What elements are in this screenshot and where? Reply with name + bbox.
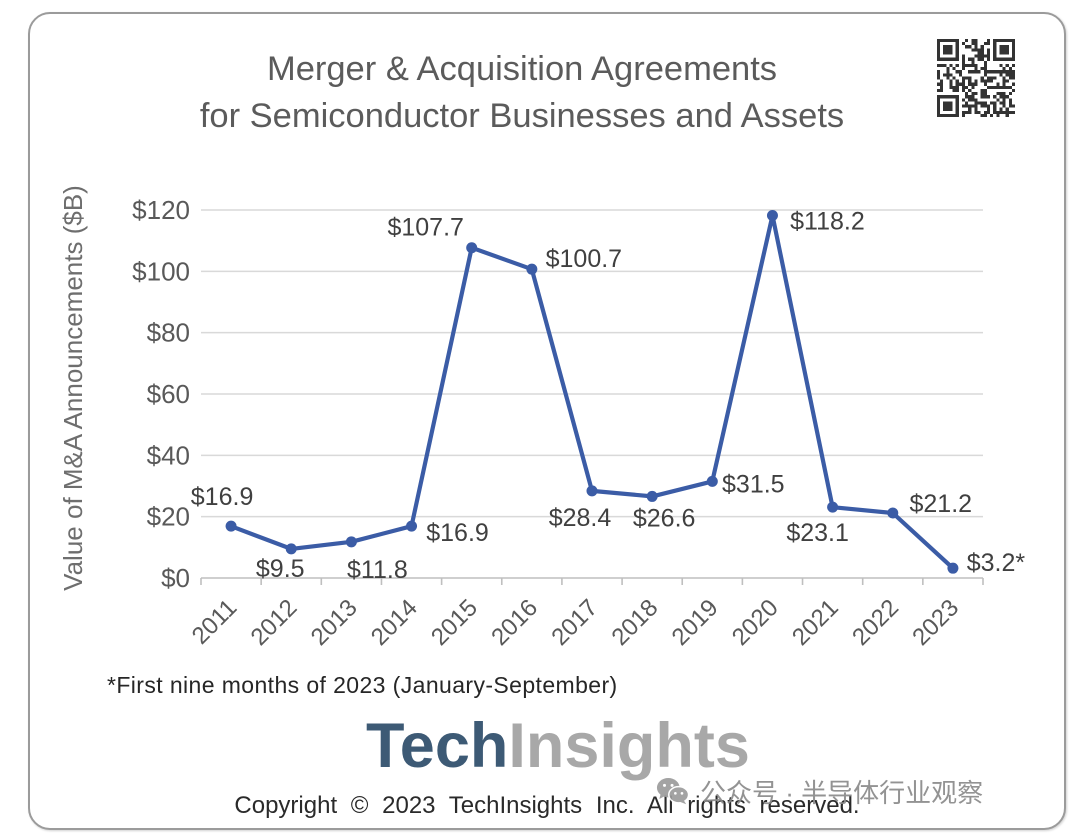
data-point — [225, 520, 237, 532]
x-tick-label: 2020 — [727, 594, 784, 651]
x-tick-label: 2021 — [787, 594, 844, 651]
x-tick-label: 2016 — [486, 594, 543, 651]
data-label: $21.2 — [909, 490, 972, 518]
data-label: $11.8 — [347, 556, 408, 584]
data-point — [827, 501, 839, 513]
data-label: $16.9 — [426, 519, 489, 547]
data-point — [766, 210, 778, 222]
qr-code-icon — [937, 39, 1015, 117]
y-tick-label: $0 — [161, 563, 190, 593]
y-tick-label: $20 — [147, 502, 190, 532]
watermark: 公众号 · 半导体行业观察 — [656, 774, 1070, 808]
data-point — [947, 562, 959, 574]
data-label: $107.7 — [387, 214, 463, 242]
data-label: $26.6 — [633, 504, 696, 532]
logo-insights-text: Insights — [508, 711, 750, 781]
data-label: $23.1 — [786, 519, 849, 547]
data-point — [345, 536, 357, 548]
x-tick-label: 2022 — [847, 594, 904, 651]
data-label: $100.7 — [546, 245, 622, 273]
x-tick-label: 2023 — [907, 594, 964, 651]
x-tick-label: 2018 — [607, 594, 664, 651]
data-point — [466, 242, 478, 254]
techinsights-logo: TechInsights — [366, 711, 750, 781]
y-tick-label: $60 — [147, 379, 190, 409]
chart-title: Merger & Acquisition Agreements for Semi… — [199, 50, 845, 135]
data-label: $31.5 — [722, 470, 785, 498]
data-label: $28.4 — [549, 504, 612, 532]
copyright-notice: Copyright © 2023 TechInsights Inc. All r… — [234, 792, 860, 819]
wechat-icon — [656, 778, 690, 805]
y-axis-label: Value of M&A Announcements ($B) — [58, 185, 88, 591]
x-tick-label: 2013 — [306, 594, 363, 651]
y-tick-label: $120 — [132, 195, 190, 225]
chart-footnote: *First nine months of 2023 (January-Sept… — [107, 672, 618, 698]
logo-tech-text: Tech — [366, 711, 509, 781]
data-label: $16.9 — [191, 483, 254, 511]
x-tick-label: 2014 — [366, 594, 423, 651]
y-tick-label: $40 — [147, 440, 190, 470]
data-point — [586, 485, 598, 497]
data-point — [706, 475, 718, 487]
data-label: $118.2 — [790, 208, 865, 236]
x-tick-label: 2011 — [187, 594, 243, 650]
x-tick-label: 2012 — [246, 594, 303, 651]
data-point — [526, 263, 538, 275]
y-tick-label: $100 — [132, 256, 190, 286]
watermark-text: 公众号 · 半导体行业观察 — [700, 777, 984, 808]
x-tick-label: 2015 — [426, 594, 483, 651]
gridlines — [201, 209, 983, 518]
data-label: $3.2* — [967, 549, 1026, 577]
data-label: $9.5 — [256, 555, 305, 583]
x-tick-label: 2019 — [667, 594, 724, 651]
y-tick-label: $80 — [147, 318, 190, 348]
data-point — [285, 543, 297, 555]
chart-frame — [28, 12, 1066, 830]
data-point — [887, 507, 899, 519]
data-point — [406, 520, 418, 532]
data-point — [646, 490, 658, 502]
x-tick-label: 2017 — [546, 594, 603, 651]
